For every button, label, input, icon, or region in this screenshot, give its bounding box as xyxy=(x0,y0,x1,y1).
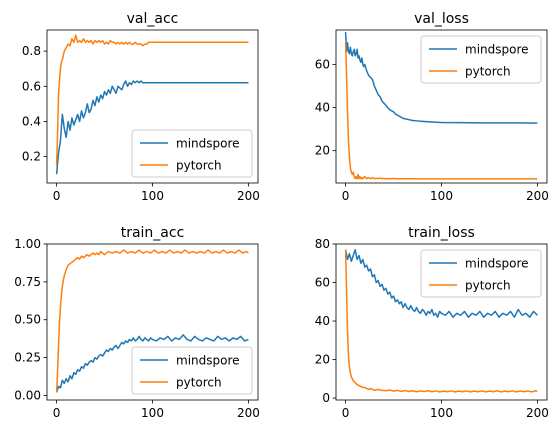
legend-label: pytorch xyxy=(176,376,222,390)
y-tick-label: 0.25 xyxy=(14,351,41,365)
legend: mindspore pytorch xyxy=(131,129,253,178)
x-tick-label: 200 xyxy=(526,189,549,203)
series-line-pytorch xyxy=(344,249,538,393)
y-tick-label: 0.00 xyxy=(14,388,41,402)
series-line-mindspore xyxy=(55,80,249,175)
y-tick-label: 60 xyxy=(315,57,330,71)
legend-label: mindspore xyxy=(176,137,240,151)
subplot-train-loss: train_loss 0 100 200 0 20 40 60 80 mindspore pytor… xyxy=(315,225,549,420)
legend-label: pytorch xyxy=(465,65,511,79)
y-tick-label: 60 xyxy=(315,276,330,290)
legend-label: mindspore xyxy=(465,43,529,57)
series-line-pytorch xyxy=(55,34,249,166)
y-tick-label: 20 xyxy=(315,144,330,158)
y-tick-label: 20 xyxy=(315,353,330,367)
y-tick-label: 0 xyxy=(322,391,330,405)
x-tick-label: 200 xyxy=(526,406,549,420)
chart-title: train_acc xyxy=(121,225,185,241)
series-line-mindspore xyxy=(55,334,249,393)
legend: mindspore pytorch xyxy=(420,249,542,298)
y-tick-label: 40 xyxy=(315,101,330,115)
x-tick-label: 100 xyxy=(430,189,453,203)
x-tick-label: 200 xyxy=(237,406,260,420)
chart-title: val_acc xyxy=(127,11,179,27)
subplot-val-loss: val_loss 0 100 200 20 40 60 mindspore pytorch xyxy=(315,11,549,203)
legend-label: mindspore xyxy=(176,354,240,368)
x-tick-label: 0 xyxy=(53,406,61,420)
series-line-mindspore xyxy=(344,32,538,124)
y-tick-label: 0.6 xyxy=(22,79,41,93)
x-tick-label: 100 xyxy=(141,406,164,420)
y-tick-label: 40 xyxy=(315,314,330,328)
series-line-mindspore xyxy=(344,249,538,318)
y-tick-label: 0.8 xyxy=(22,44,41,58)
series-line-pytorch xyxy=(55,249,249,393)
chart-title: val_loss xyxy=(414,11,469,27)
x-tick-label: 0 xyxy=(342,189,350,203)
x-tick-label: 0 xyxy=(342,406,350,420)
x-tick-label: 100 xyxy=(430,406,453,420)
y-tick-label: 0.75 xyxy=(14,275,41,289)
x-tick-label: 100 xyxy=(141,189,164,203)
y-tick-label: 0.4 xyxy=(22,114,41,128)
chart-title: train_loss xyxy=(408,225,475,241)
y-tick-label: 80 xyxy=(315,237,330,251)
subplot-val-acc: val_acc 0 100 200 0.2 0.4 0.6 0.8 mindspore pytor… xyxy=(22,11,260,203)
x-tick-label: 200 xyxy=(237,189,260,203)
legend-label: pytorch xyxy=(465,279,511,293)
y-tick-label: 1.00 xyxy=(14,237,41,251)
legend-label: pytorch xyxy=(176,159,222,173)
series-line-pytorch xyxy=(344,42,538,180)
x-tick-label: 0 xyxy=(53,189,61,203)
legend: mindspore pytorch xyxy=(420,35,542,84)
subplot-train-acc: train_acc 0 100 200 0.00 0.25 0.50 0.75 1.00 mind… xyxy=(14,225,260,420)
y-tick-label: 0.50 xyxy=(14,313,41,327)
legend-label: mindspore xyxy=(465,257,529,271)
y-tick-label: 0.2 xyxy=(22,150,41,164)
legend: mindspore pytorch xyxy=(131,346,253,395)
